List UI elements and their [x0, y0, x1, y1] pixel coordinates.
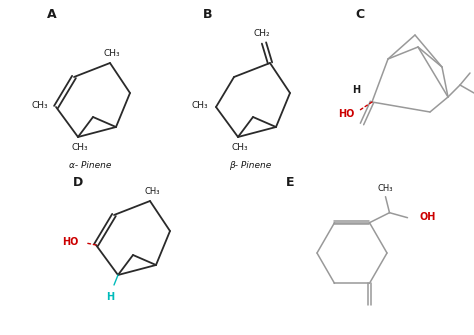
Text: CH₃: CH₃: [72, 143, 88, 152]
Text: CH₃: CH₃: [378, 184, 393, 193]
Text: α- Pinene: α- Pinene: [69, 160, 111, 170]
Text: D: D: [73, 177, 83, 190]
Text: CH₂: CH₂: [254, 29, 270, 39]
Text: CH₃: CH₃: [104, 50, 120, 59]
Text: H: H: [106, 292, 114, 302]
Text: CH₃: CH₃: [32, 100, 48, 110]
Text: CH₃: CH₃: [232, 143, 248, 152]
Text: E: E: [286, 177, 294, 190]
Text: CH₃: CH₃: [191, 100, 208, 110]
Text: B: B: [203, 7, 213, 20]
Text: OH: OH: [419, 212, 436, 222]
Text: β- Pinene: β- Pinene: [229, 160, 271, 170]
Text: H: H: [352, 85, 360, 95]
Text: HO: HO: [338, 109, 354, 119]
Text: A: A: [47, 7, 57, 20]
Text: HO: HO: [62, 237, 78, 247]
Text: C: C: [356, 7, 365, 20]
Text: CH₃: CH₃: [144, 188, 160, 197]
